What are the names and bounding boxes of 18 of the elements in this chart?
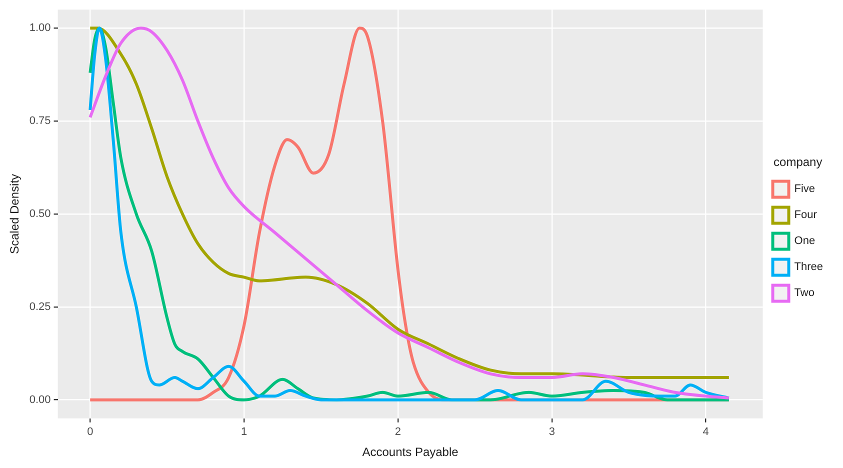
x-tick-label: 3 xyxy=(548,426,555,438)
legend-label: Three xyxy=(794,261,824,274)
y-tick-label: 0.75 xyxy=(29,115,51,128)
x-tick-label: 1 xyxy=(240,426,248,438)
y-axis-title: Scaled Density xyxy=(8,174,22,254)
y-tick-label: 1.00 xyxy=(29,22,51,34)
x-tick-label: 2 xyxy=(394,426,402,438)
legend-label: Two xyxy=(794,287,814,300)
x-axis-title: Accounts Payable xyxy=(362,445,459,460)
y-tick-label: 0.00 xyxy=(29,394,51,406)
legend-title: company xyxy=(774,155,822,170)
x-tick-label: 0 xyxy=(87,426,94,438)
legend-label: One xyxy=(794,235,816,248)
legend-label: Five xyxy=(794,183,816,196)
y-tick-label: 0.50 xyxy=(29,208,51,220)
x-tick-label: 4 xyxy=(702,426,709,438)
y-tick-label: 0.25 xyxy=(29,300,51,313)
legend-label: Four xyxy=(794,209,818,222)
